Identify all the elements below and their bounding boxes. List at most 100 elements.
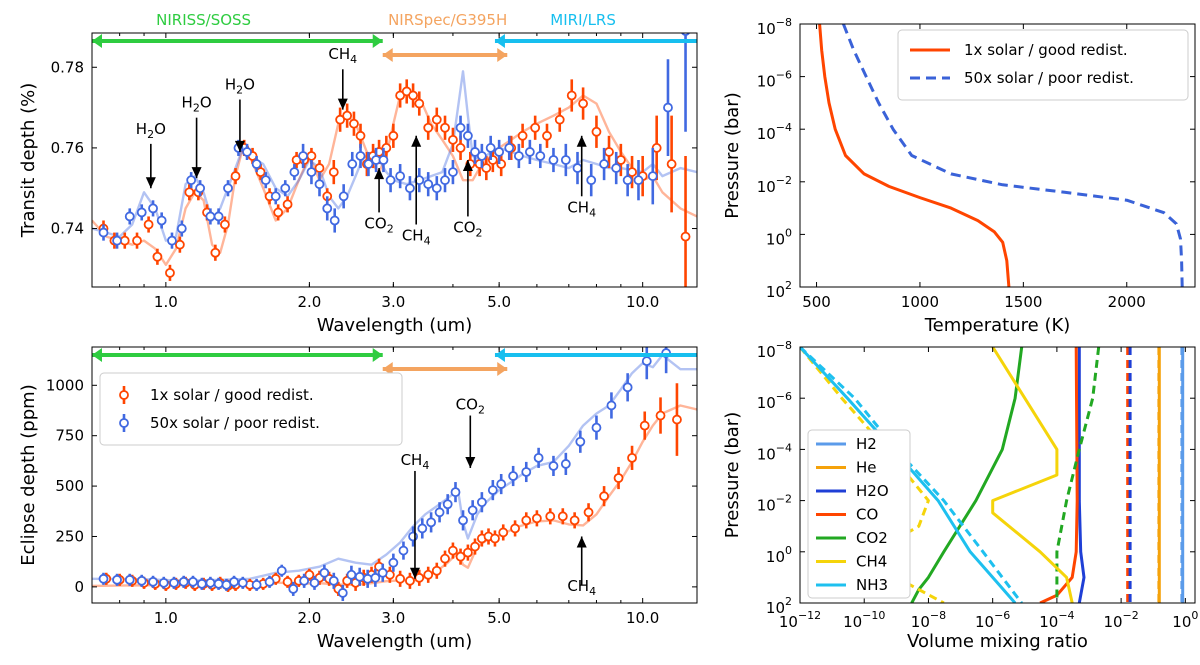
profile-line [818,24,1011,287]
data-point [270,191,281,202]
observation [476,492,487,513]
data-point [337,588,348,598]
x-tick-label: 5.0 [487,609,511,627]
molecule-label: CO2 [364,215,393,236]
x-tick-label: 1500 [1004,293,1042,311]
observation [167,232,177,249]
observation [560,143,571,177]
data-point [423,569,434,580]
annotation-arrow-head [337,98,348,110]
data-point [586,175,597,186]
observation [586,164,597,197]
data-point [498,527,509,538]
molecule-label: CH4 [401,451,430,472]
data-point [124,574,135,585]
observation [395,164,406,189]
data-point [328,167,339,177]
observation [615,143,626,177]
observation [681,33,691,132]
observation [651,115,662,181]
observation [517,123,528,148]
data-point [641,356,652,367]
molecule-label: CH4 [567,577,596,598]
observation [599,486,609,507]
data-point [395,573,406,584]
data-point [195,183,206,194]
data-point [463,130,473,141]
x-tick-label: 10−6 [975,609,1010,631]
data-point [531,513,542,524]
data-point [98,573,109,584]
observation [152,248,163,265]
data-point [560,155,571,165]
instrument-label: NIRISS/SOSS [156,11,251,29]
data-point [251,159,262,169]
data-point [530,122,541,133]
y-tick-label: 0 [74,578,84,596]
data-point [611,163,622,173]
observation [414,569,425,586]
legend-label: CO [856,506,878,524]
data-point [405,575,415,586]
observation [513,143,524,169]
data-point [615,155,626,165]
legend-label: He [856,459,877,477]
observation [633,160,644,201]
data-point [487,485,498,496]
data-point [414,98,425,109]
legend-box [897,29,1189,101]
legend-label: CO2 [856,529,888,547]
y-tick-label: 100 [766,544,792,566]
data-point [476,151,487,161]
observation [143,216,154,233]
data-point [306,167,317,177]
x-tick-label: 10.0 [626,293,659,311]
molecule-label: CH4 [328,45,357,66]
observation [156,212,167,229]
data-point [112,235,122,246]
data-point [306,151,317,161]
data-point [485,143,496,153]
instrument-range-cap [372,348,383,362]
data-point [98,227,109,238]
legend: H2 He H2O CO CO2 CH4 NH3 [807,429,911,599]
observation [223,180,233,197]
data-point [289,167,300,177]
instrument-range-cap [497,48,508,62]
observation [442,494,453,515]
legend: 1x solar / good redist. 50x solar / poor … [99,372,403,446]
y-tick-label: 750 [55,427,84,445]
observation [280,180,291,197]
observation [165,264,175,281]
y-tick-label: 10−8 [757,339,792,361]
observation [299,573,310,588]
annotation-arrow-head [191,167,202,179]
data-point [560,459,571,469]
x-axis-label: Wavelength (um) [317,631,473,652]
observation [371,147,381,173]
observation [524,139,535,165]
data-point [423,179,434,190]
instrument-range-cap [92,348,102,362]
observation [213,208,224,225]
plot-area [92,347,697,601]
observation [423,172,434,197]
x-tick-label: 10−8 [911,609,946,631]
x-tick-label: 2.0 [297,293,321,311]
observation [448,127,458,152]
observation [639,411,650,440]
observation [335,107,346,132]
y-tick-label: 500 [55,477,84,495]
data-point [210,247,221,258]
observation [414,91,425,116]
observation [178,575,189,588]
data-point [426,517,437,528]
data-point [575,436,586,447]
observation [148,200,158,217]
observation [450,482,461,503]
observation [132,232,142,249]
instrument-range-cap [494,34,505,48]
observation [530,115,541,140]
observation [487,480,498,501]
